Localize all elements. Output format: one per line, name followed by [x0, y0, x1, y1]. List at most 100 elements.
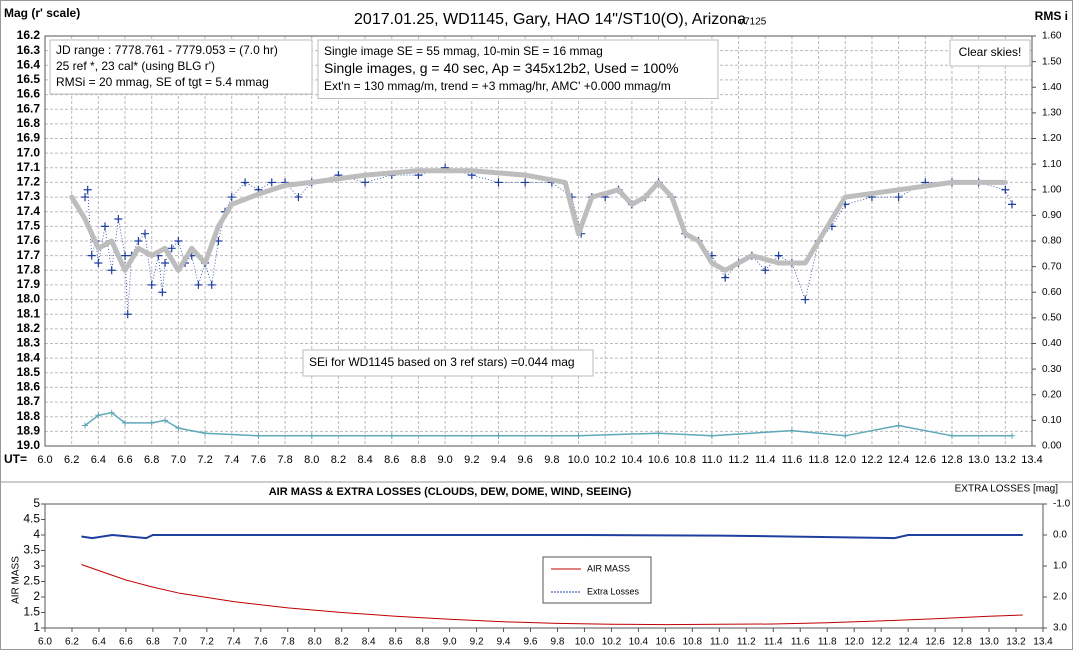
data-point — [801, 295, 810, 304]
x-tick-label: 13.4 — [1021, 454, 1042, 466]
x-tick-label: 7.6 — [251, 454, 266, 466]
info-box-bg — [49, 39, 313, 95]
x-tick-label: 7.8 — [277, 454, 292, 466]
x-tick-label: 8.2 — [335, 637, 349, 648]
rms-point — [82, 422, 89, 429]
rms-point — [655, 430, 662, 437]
y-tick-label: 3 — [33, 558, 40, 572]
data-point — [121, 251, 130, 260]
info-text: JD range : 7778.761 - 7779.053 = (7.0 hr… — [56, 43, 278, 57]
y-tick-label: 16.2 — [17, 28, 41, 42]
data-point — [167, 244, 176, 253]
data-point — [161, 258, 170, 267]
rms-point — [175, 425, 182, 432]
x-tick-label: 11.6 — [782, 454, 803, 466]
y-tick-label: 16.9 — [17, 131, 41, 145]
y-tick-label: 18.2 — [17, 321, 41, 335]
y2-tick-label: 0.70 — [1042, 261, 1062, 272]
y-tick-label: 17.1 — [17, 160, 41, 174]
chart-title: AIR MASS & EXTRA LOSSES (CLOUDS, DEW, DO… — [269, 486, 632, 498]
x-tick-label: 6.8 — [146, 637, 160, 648]
y2-tick-label: 1.10 — [1042, 159, 1062, 170]
rms-point — [255, 432, 262, 439]
x-tick-label: 7.2 — [197, 454, 212, 466]
y-tick-label: 4 — [33, 527, 40, 541]
x-tick-label: 13.4 — [1033, 637, 1053, 648]
x-tick-label: 9.4 — [491, 454, 506, 466]
info-text: RMSi = 20 mmag, SE of tgt = 5.4 mmag — [56, 75, 269, 89]
info-box-bg — [949, 39, 1031, 67]
rms-point — [948, 432, 955, 439]
y-tick-label: 17.4 — [17, 204, 41, 218]
y-tick-label: 2.5 — [23, 574, 40, 588]
x-tick-label: 10.0 — [575, 637, 595, 648]
y-tick-label: 3.5 — [23, 543, 40, 557]
rms-point — [202, 430, 209, 437]
x-tick-label: 13.2 — [995, 454, 1016, 466]
x-tick-label: 8.2 — [331, 454, 346, 466]
x-tick-label: 9.8 — [551, 637, 565, 648]
info-box: JD range : 7778.761 - 7779.053 = (7.0 hr… — [49, 39, 313, 95]
x-tick-label: 11.2 — [728, 454, 749, 466]
rms-line — [84, 411, 1012, 437]
y-tick-label: 4.5 — [23, 512, 40, 526]
x-axis-label: UT= — [4, 452, 27, 466]
y2-tick-label: 1.00 — [1042, 184, 1062, 195]
y-tick-label: 18.5 — [17, 365, 41, 379]
x-tick-label: 11.6 — [791, 637, 810, 648]
y2-tick-label: 0.80 — [1042, 236, 1062, 247]
airmass-line — [81, 564, 1023, 626]
y-tick-label: 17.6 — [17, 233, 41, 247]
y-tick-label: 18.1 — [17, 306, 41, 320]
info-text: Ext'n = 130 mmag/m, trend = +3 mmag/hr, … — [324, 79, 671, 93]
data-point — [101, 222, 110, 231]
x-tick-label: 8.4 — [357, 454, 372, 466]
x-tick-label: 9.0 — [443, 637, 457, 648]
x-tick-label: 7.2 — [200, 637, 214, 648]
x-tick-label: 11.4 — [764, 637, 783, 648]
x-tick-label: 6.2 — [65, 637, 79, 648]
y-tick-label: 17.8 — [17, 262, 41, 276]
y-tick-label: 18.0 — [17, 292, 41, 306]
y-tick-label: 2 — [33, 589, 40, 603]
x-tick-label: 12.0 — [835, 454, 856, 466]
x-tick-label: 8.8 — [411, 454, 426, 466]
info-text: Single image SE = 55 mmag, 10-min SE = 1… — [324, 44, 603, 58]
info-box-bg — [317, 39, 719, 99]
x-tick-label: 11.2 — [737, 637, 756, 648]
data-point — [774, 251, 783, 260]
x-tick-label: 12.4 — [898, 637, 918, 648]
x-tick-label: 6.0 — [38, 637, 52, 648]
x-tick-label: 9.4 — [497, 637, 511, 648]
x-tick-label: 8.6 — [389, 637, 403, 648]
y2-tick-label: 0.20 — [1042, 389, 1062, 400]
y-tick-label: 16.4 — [17, 57, 41, 71]
y-tick-label: 16.8 — [17, 116, 41, 130]
x-tick-label: 10.6 — [648, 454, 669, 466]
y-tick-label: 18.4 — [17, 350, 41, 364]
rms-point — [108, 409, 115, 416]
y-tick-label: 1.5 — [23, 605, 40, 619]
x-tick-label: 12.4 — [888, 454, 909, 466]
x-tick-label: 7.0 — [173, 637, 187, 648]
x-tick-label: 9.6 — [524, 637, 538, 648]
y2-tick-label: 1.0 — [1053, 561, 1067, 572]
y2-tick-label: 0.30 — [1042, 364, 1062, 375]
y-tick-label: 18.7 — [17, 394, 41, 408]
x-tick-label: 12.2 — [871, 637, 891, 648]
y2-tick-label: 0.50 — [1042, 313, 1062, 324]
model-line — [69, 168, 1008, 273]
y2-tick-label: -1.0 — [1053, 499, 1071, 510]
x-tick-label: 12.6 — [915, 454, 936, 466]
info-text: Clear skies! — [959, 45, 1022, 59]
x-tick-label: 12.8 — [952, 637, 972, 648]
data-point — [521, 178, 530, 187]
data-point — [87, 251, 96, 260]
x-tick-label: 7.4 — [224, 454, 239, 466]
x-tick-label: 11.0 — [702, 454, 723, 466]
data-point — [721, 273, 730, 282]
losses-line — [81, 533, 1023, 540]
x-tick-label: 12.6 — [925, 637, 945, 648]
